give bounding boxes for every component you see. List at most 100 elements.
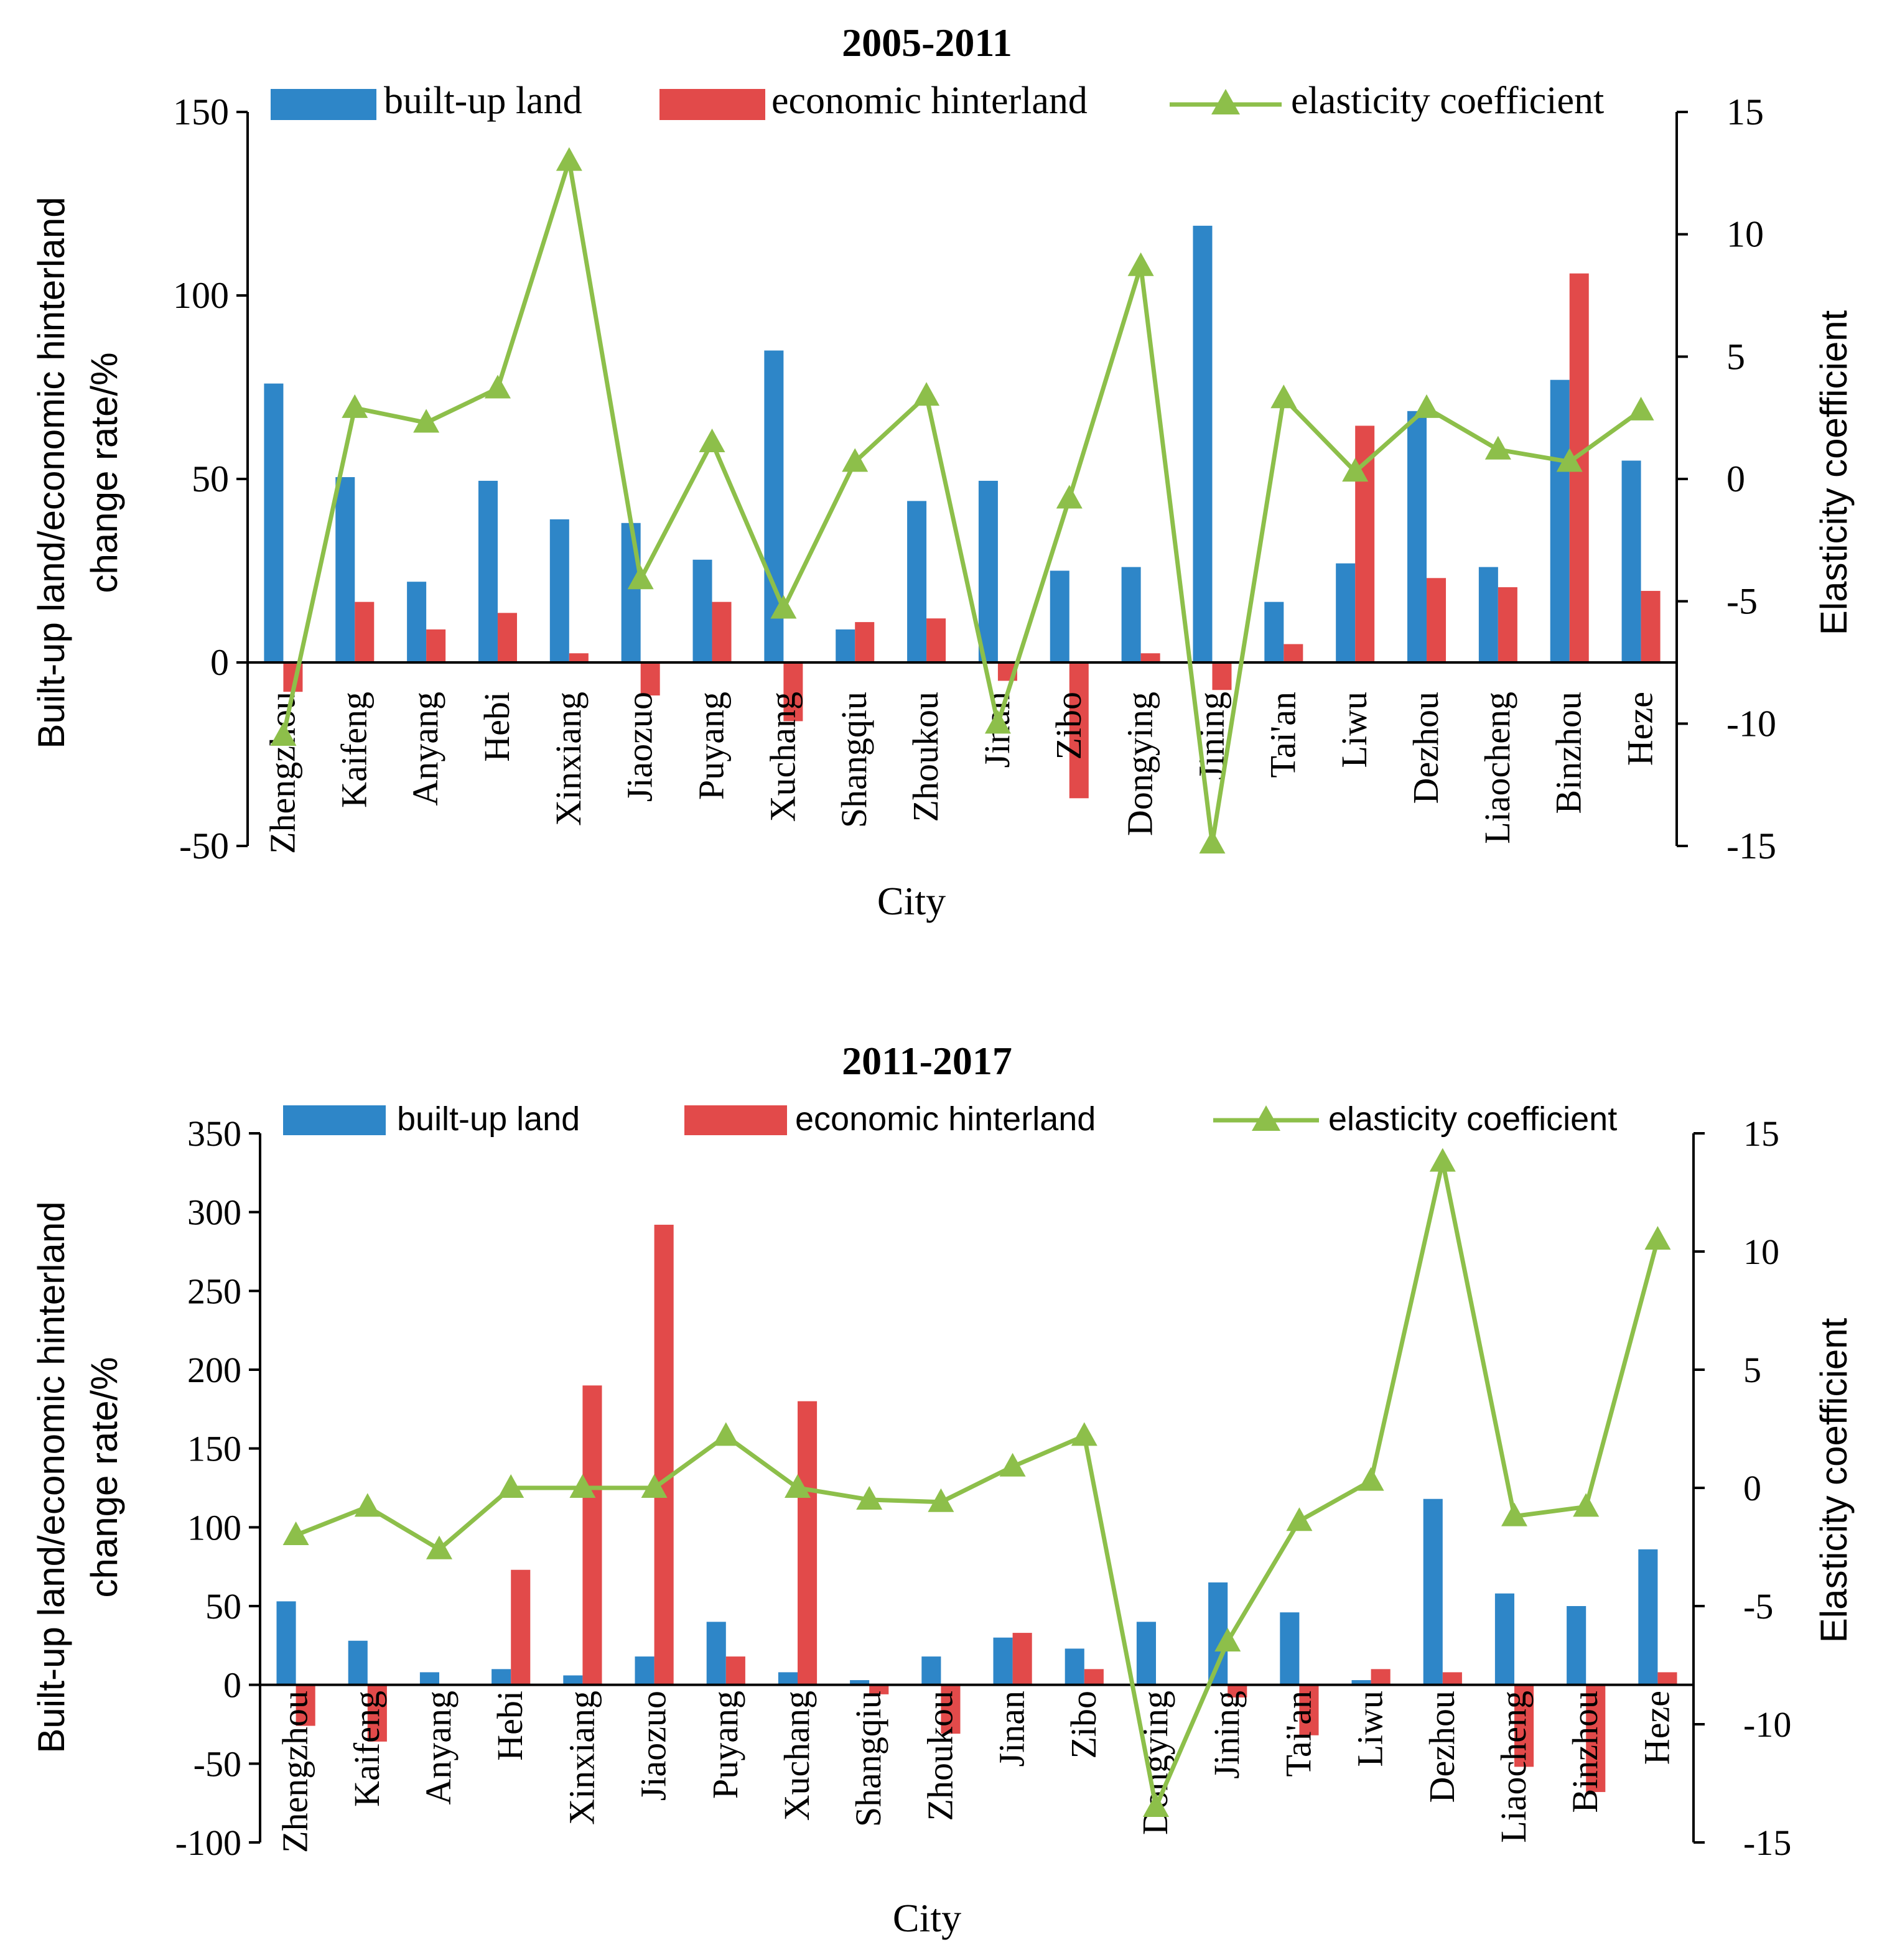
legend-label-economic-hinterland: economic hinterland [771, 80, 1088, 122]
legend-label-elasticity-coefficient: elasticity coefficient [1328, 1100, 1617, 1138]
bar-built-up-land-zhoukou [921, 1656, 941, 1685]
y-tick-label: 250 [187, 1271, 241, 1311]
x-tick-label: Jinan [992, 1691, 1032, 1767]
bar-economic-hinterland-jining [1212, 662, 1232, 690]
bar-economic-hinterland-kaifeng [355, 601, 375, 662]
y-tick-label: 300 [187, 1192, 241, 1233]
bar-built-up-land-zhengzhou [264, 383, 284, 662]
x-tick-label: Liwu [1334, 692, 1374, 768]
bar-economic-hinterland-anyang [426, 629, 446, 662]
bar-economic-hinterland-hebi [511, 1569, 531, 1685]
y-axis-label-line-2: change rate/% [83, 1357, 125, 1598]
bar-economic-hinterland-puyang [712, 601, 732, 662]
marker-elasticity-shangqiu [842, 448, 869, 472]
bar-built-up-land-shangqiu [850, 1680, 870, 1685]
x-tick-label: Dongying [1120, 692, 1160, 836]
legend-marker-elasticity-coefficient [1252, 1105, 1280, 1131]
marker-elasticity-puyang [699, 429, 725, 452]
chart-2005-2011: 2005-2011 Built-up land/economic hinterl… [30, 21, 1855, 923]
y-axis-label-line-1: Built-up land/economic hinterland [30, 197, 72, 748]
x-tick-label: Jiaozuo [620, 692, 660, 802]
bar-economic-hinterland-zibo [1069, 662, 1089, 799]
y2-tick-label: 0 [1726, 458, 1745, 499]
bar-built-up-land-taian [1264, 601, 1284, 662]
y2-tick-label: 15 [1743, 1113, 1779, 1154]
y2-tick-label: -15 [1743, 1823, 1791, 1863]
y-tick-label: 50 [192, 458, 229, 499]
bar-built-up-land-dezhou [1423, 1498, 1443, 1685]
legend-swatch-economic-hinterland [684, 1105, 787, 1135]
bar-built-up-land-dongying [1136, 1622, 1156, 1685]
legend: built-up land economic hinterland elasti… [283, 1100, 1617, 1138]
bar-economic-hinterland-xuchang [783, 662, 803, 722]
y-axis-label-line-1: Built-up land/economic hinterland [30, 1201, 72, 1753]
y2-tick-label: 10 [1743, 1232, 1779, 1272]
bar-built-up-land-kaifeng [348, 1640, 368, 1685]
marker-elasticity-liaocheng [1501, 1502, 1527, 1526]
bar-built-up-land-zhengzhou [276, 1601, 296, 1685]
marker-elasticity-anyang [426, 1535, 452, 1559]
x-tick-label: Binzhou [1549, 692, 1589, 814]
y2-tick-label: -5 [1726, 581, 1758, 622]
marker-elasticity-jiaozuo [627, 565, 654, 590]
x-tick-label: Shangqiu [848, 1691, 888, 1827]
bar-built-up-land-kaifeng [335, 477, 355, 662]
marker-elasticity-liaocheng [1484, 435, 1511, 460]
bar-built-up-land-heze [1638, 1549, 1658, 1685]
y2-tick-label: -5 [1743, 1586, 1773, 1627]
bar-economic-hinterland-puyang [725, 1656, 745, 1685]
x-tick-label: Zibo [1048, 692, 1089, 760]
bar-economic-hinterland-dongying [1140, 653, 1160, 662]
bar-economic-hinterland-kaifeng [367, 1684, 387, 1742]
y-tick-label: 100 [173, 275, 229, 316]
bar-built-up-land-hebi [492, 1669, 511, 1685]
marker-elasticity-binzhou [1573, 1493, 1600, 1517]
legend-label-economic-hinterland: economic hinterland [795, 1100, 1096, 1138]
x-tick-label: Xuchang [776, 1691, 817, 1821]
bar-built-up-land-anyang [407, 582, 427, 662]
bar-built-up-land-liaocheng [1478, 567, 1498, 662]
marker-elasticity-anyang [413, 409, 440, 433]
x-tick-label: Dezhou [1422, 1691, 1462, 1803]
y-tick-label: 50 [205, 1586, 241, 1627]
bar-economic-hinterland-taian [1299, 1684, 1319, 1735]
marker-elasticity-shangqiu [856, 1486, 883, 1510]
bar-economic-hinterland-liwu [1371, 1669, 1391, 1685]
bar-economic-hinterland-liaocheng [1498, 587, 1517, 662]
y-tick-label: 100 [187, 1507, 241, 1548]
marker-elasticity-xinxiang [556, 147, 582, 171]
x-tick-label: Puyang [705, 1691, 745, 1799]
x-tick-label: Kaifeng [333, 692, 374, 808]
marker-elasticity-heze [1644, 1226, 1671, 1250]
marker-elasticity-zhoukou [928, 1488, 954, 1512]
legend-label-elasticity-coefficient: elasticity coefficient [1291, 80, 1604, 122]
bar-built-up-land-jiaozuo [621, 523, 641, 662]
x-tick-label: Zhoukou [920, 1691, 960, 1821]
marker-elasticity-jining [1199, 830, 1226, 854]
bar-economic-hinterland-hebi [497, 613, 517, 662]
y-tick-label: 0 [210, 642, 229, 683]
marker-elasticity-jiaozuo [641, 1474, 668, 1498]
bar-economic-hinterland-shangqiu [855, 622, 875, 662]
bar-built-up-land-puyang [706, 1622, 726, 1685]
bar-built-up-land-jining [1193, 225, 1213, 662]
x-tick-label: Kaifeng [347, 1691, 387, 1807]
bar-built-up-land-liaocheng [1494, 1593, 1514, 1685]
bar-built-up-land-dongying [1121, 567, 1141, 662]
y2-tick-label: 10 [1726, 214, 1764, 255]
x-axis-label: City [877, 879, 946, 923]
y2-tick-label: 15 [1726, 91, 1764, 132]
bar-built-up-land-xinxiang [549, 519, 569, 662]
y-tick-label: -50 [193, 1744, 241, 1784]
marker-elasticity-zhengzhou [282, 1521, 309, 1545]
bar-built-up-land-binzhou [1550, 379, 1570, 662]
line-elasticity-coefficient [281, 159, 1642, 846]
marker-elasticity-dongying [1143, 1793, 1169, 1817]
legend-swatch-built-up-land [283, 1105, 386, 1135]
bar-built-up-land-xinxiang [563, 1675, 583, 1685]
x-tick-label: Anyang [405, 692, 445, 806]
bar-built-up-land-jiaozuo [635, 1656, 655, 1685]
bar-built-up-land-hebi [478, 480, 498, 662]
x-tick-label: Zhengzhou [262, 692, 302, 854]
